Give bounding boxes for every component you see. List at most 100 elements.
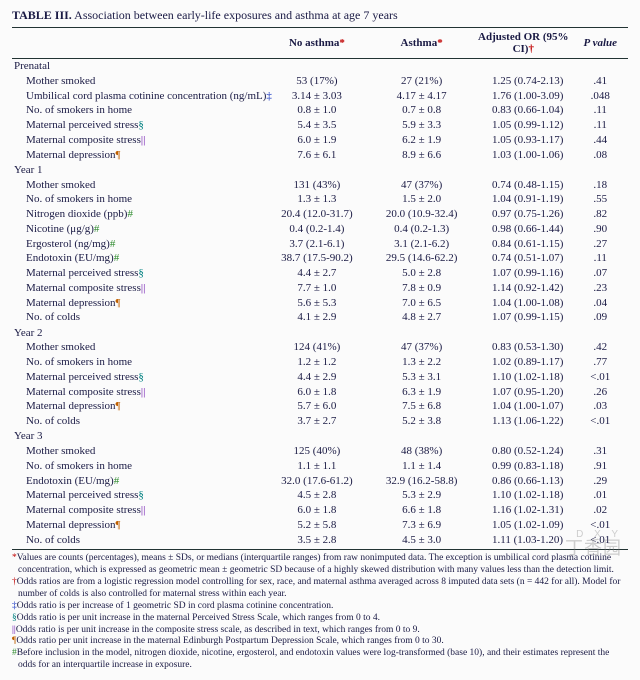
table-row: Mother smoked131 (43%)47 (37%)0.74 (0.48…: [12, 178, 628, 193]
table-caption: TABLE III. Association between early-lif…: [12, 8, 628, 27]
table-row: Ergosterol (ng/mg)#3.7 (2.1-6.1)3.1 (2.1…: [12, 237, 628, 252]
cell-p: .048: [573, 89, 628, 104]
cell-asthma: 0.7 ± 0.8: [369, 104, 474, 119]
row-label: Maternal composite stress||: [12, 504, 265, 519]
cell-or: 0.97 (0.75-1.26): [474, 208, 573, 223]
cell-p: <.01: [573, 415, 628, 430]
cell-no-asthma: 38.7 (17.5-90.2): [265, 252, 370, 267]
table-title: Association between early-life exposures…: [72, 8, 398, 22]
cell-asthma: 27 (21%): [369, 74, 474, 89]
footnote: ‡Odds ratio is per increase of 1 geometr…: [12, 601, 628, 613]
section-label: Year 1: [12, 163, 628, 178]
cell-or: 1.10 (1.02-1.18): [474, 489, 573, 504]
cell-no-asthma: 1.2 ± 1.2: [265, 356, 370, 371]
cell-p: .29: [573, 474, 628, 489]
section-row: Year 2: [12, 326, 628, 341]
cell-no-asthma: 131 (43%): [265, 178, 370, 193]
cell-or: 1.04 (1.00-1.07): [474, 400, 573, 415]
cell-p: .77: [573, 356, 628, 371]
cell-or: 1.05 (0.99-1.12): [474, 119, 573, 134]
cell-asthma: 4.17 ± 4.17: [369, 89, 474, 104]
row-label: Endotoxin (EU/mg)#: [12, 252, 265, 267]
cell-p: .27: [573, 237, 628, 252]
row-label: Mother smoked: [12, 178, 265, 193]
row-label: Maternal depression¶: [12, 148, 265, 163]
cell-or: 0.84 (0.61-1.15): [474, 237, 573, 252]
cell-asthma: 1.1 ± 1.4: [369, 459, 474, 474]
cell-no-asthma: 20.4 (12.0-31.7): [265, 208, 370, 223]
cell-no-asthma: 6.0 ± 1.8: [265, 385, 370, 400]
cell-p: .01: [573, 489, 628, 504]
row-label: Maternal depression¶: [12, 296, 265, 311]
table-number: TABLE III.: [12, 8, 72, 22]
table-row: No. of smokers in home0.8 ± 1.00.7 ± 0.8…: [12, 104, 628, 119]
cell-no-asthma: 124 (41%): [265, 341, 370, 356]
table-row: Maternal composite stress||6.0 ± 1.86.3 …: [12, 385, 628, 400]
cell-or: 0.74 (0.51-1.07): [474, 252, 573, 267]
cell-or: 1.05 (1.02-1.09): [474, 518, 573, 533]
cell-p: .90: [573, 222, 628, 237]
table-row: Maternal composite stress||7.7 ± 1.07.8 …: [12, 281, 628, 296]
row-label: Maternal depression¶: [12, 518, 265, 533]
cell-p: .02: [573, 504, 628, 519]
cell-no-asthma: 4.5 ± 2.8: [265, 489, 370, 504]
cell-asthma: 7.8 ± 0.9: [369, 281, 474, 296]
cell-p: .09: [573, 311, 628, 326]
row-label: Endotoxin (EU/mg)#: [12, 474, 265, 489]
row-label: Nicotine (μg/g)#: [12, 222, 265, 237]
table-row: Maternal depression¶7.6 ± 6.18.9 ± 6.61.…: [12, 148, 628, 163]
cell-no-asthma: 5.7 ± 6.0: [265, 400, 370, 415]
col-p: P value: [573, 28, 628, 59]
col-or: Adjusted OR (95% CI)†: [474, 28, 573, 59]
cell-p: .07: [573, 267, 628, 282]
cell-p: .42: [573, 341, 628, 356]
cell-p: .18: [573, 178, 628, 193]
footnotes: *Values are counts (percentages), means …: [12, 553, 628, 672]
footnote: §Odds ratio is per unit increase in the …: [12, 613, 628, 625]
cell-no-asthma: 7.7 ± 1.0: [265, 281, 370, 296]
cell-or: 1.07 (0.95-1.20): [474, 385, 573, 400]
row-label: Nitrogen dioxide (ppb)#: [12, 208, 265, 223]
cell-or: 1.25 (0.74-2.13): [474, 74, 573, 89]
table-row: No. of colds3.5 ± 2.84.5 ± 3.01.11 (1.03…: [12, 533, 628, 550]
cell-no-asthma: 3.14 ± 3.03: [265, 89, 370, 104]
table-row: No. of smokers in home1.1 ± 1.11.1 ± 1.4…: [12, 459, 628, 474]
cell-or: 1.13 (1.06-1.22): [474, 415, 573, 430]
cell-asthma: 4.5 ± 3.0: [369, 533, 474, 550]
cell-p: .11: [573, 252, 628, 267]
cell-no-asthma: 5.2 ± 5.8: [265, 518, 370, 533]
row-label: Mother smoked: [12, 445, 265, 460]
row-label: Maternal perceived stress§: [12, 370, 265, 385]
table-row: Maternal composite stress||6.0 ± 1.96.2 …: [12, 133, 628, 148]
cell-asthma: 5.3 ± 2.9: [369, 489, 474, 504]
cell-p: .11: [573, 119, 628, 134]
cell-asthma: 47 (37%): [369, 178, 474, 193]
row-label: Maternal composite stress||: [12, 281, 265, 296]
table-row: Mother smoked124 (41%)47 (37%)0.83 (0.53…: [12, 341, 628, 356]
cell-no-asthma: 4.4 ± 2.7: [265, 267, 370, 282]
cell-asthma: 7.5 ± 6.8: [369, 400, 474, 415]
row-label: Maternal composite stress||: [12, 385, 265, 400]
cell-no-asthma: 3.5 ± 2.8: [265, 533, 370, 550]
cell-asthma: 7.0 ± 6.5: [369, 296, 474, 311]
watermark-small: D X Y: [576, 529, 622, 540]
row-label: Maternal composite stress||: [12, 133, 265, 148]
section-label: Year 2: [12, 326, 628, 341]
cell-asthma: 20.0 (10.9-32.4): [369, 208, 474, 223]
table-row: Maternal composite stress||6.0 ± 1.86.6 …: [12, 504, 628, 519]
cell-or: 1.10 (1.02-1.18): [474, 370, 573, 385]
table-row: Maternal perceived stress§4.4 ± 2.75.0 ±…: [12, 267, 628, 282]
row-label: Maternal perceived stress§: [12, 267, 265, 282]
cell-or: 0.86 (0.66-1.13): [474, 474, 573, 489]
cell-p: .08: [573, 148, 628, 163]
section-row: Year 3: [12, 429, 628, 444]
table-row: Maternal perceived stress§5.4 ± 3.55.9 ±…: [12, 119, 628, 134]
cell-no-asthma: 0.8 ± 1.0: [265, 104, 370, 119]
cell-asthma: 3.1 (2.1-6.2): [369, 237, 474, 252]
table-row: Maternal perceived stress§4.5 ± 2.85.3 ±…: [12, 489, 628, 504]
cell-or: 0.74 (0.48-1.15): [474, 178, 573, 193]
table-row: No. of colds3.7 ± 2.75.2 ± 3.81.13 (1.06…: [12, 415, 628, 430]
cell-or: 1.04 (0.91-1.19): [474, 193, 573, 208]
cell-or: 0.83 (0.53-1.30): [474, 341, 573, 356]
cell-p: .04: [573, 296, 628, 311]
